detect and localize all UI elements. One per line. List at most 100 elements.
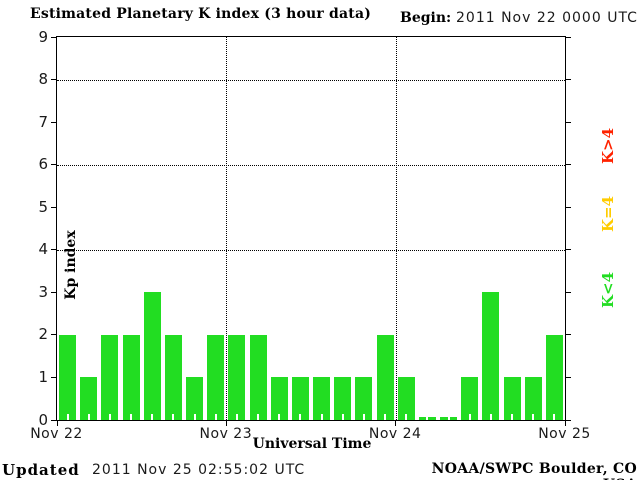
y-tick-label: 2 xyxy=(38,325,48,344)
gridline-kp-4 xyxy=(57,249,565,251)
day-boundary-line xyxy=(395,37,397,420)
y-tick xyxy=(565,36,571,38)
y-tick-label: 3 xyxy=(38,282,48,301)
y-tick xyxy=(565,419,571,421)
three-hour-tick xyxy=(214,414,217,420)
gridline-kp-6 xyxy=(57,164,565,166)
three-hour-tick xyxy=(66,414,69,420)
x-axis-title: Universal Time xyxy=(252,436,372,452)
y-tick xyxy=(565,334,571,336)
y-tick xyxy=(565,79,571,81)
source-credit: NOAA/SWPC Boulder, CO USA xyxy=(431,461,637,480)
three-hour-tick xyxy=(384,414,387,420)
three-hour-tick xyxy=(405,414,408,420)
y-tick xyxy=(565,121,571,123)
y-tick xyxy=(51,291,57,293)
kp-bar xyxy=(545,334,563,420)
y-tick xyxy=(565,164,571,166)
kp-bar xyxy=(397,377,415,420)
kp-bar xyxy=(186,377,204,420)
three-hour-tick xyxy=(447,414,450,420)
begin-datetime: 2011 Nov 22 0000 UTC xyxy=(456,10,638,26)
three-hour-tick xyxy=(108,414,111,420)
y-tick xyxy=(51,206,57,208)
three-hour-tick xyxy=(299,414,302,420)
x-day-tick xyxy=(395,421,397,426)
kp-bar xyxy=(482,292,500,420)
y-tick-label: 8 xyxy=(38,70,48,89)
kp-bar xyxy=(355,377,373,420)
kp-bar xyxy=(524,377,542,420)
three-hour-tick xyxy=(257,414,260,420)
three-hour-tick xyxy=(193,414,196,420)
plot-area: Kp index xyxy=(56,36,566,421)
three-hour-tick xyxy=(278,414,281,420)
kp-bar xyxy=(164,334,182,420)
y-axis-title: Kp index xyxy=(63,230,79,300)
three-hour-tick xyxy=(553,414,556,420)
y-tick-label: 5 xyxy=(38,197,48,216)
three-hour-tick xyxy=(426,414,429,420)
kp-bar xyxy=(334,377,352,420)
y-tick xyxy=(51,36,57,38)
y-tick xyxy=(51,334,57,336)
kp-bar xyxy=(207,334,225,420)
three-hour-tick xyxy=(362,414,365,420)
y-tick-label: 4 xyxy=(38,240,48,259)
day-boundary-line xyxy=(226,37,228,420)
legend-label-0: K>4 xyxy=(599,127,617,165)
kp-bar xyxy=(291,377,309,420)
updated-datetime: 2011 Nov 25 02:55:02 UTC xyxy=(92,462,306,478)
y-tick-label: 6 xyxy=(38,155,48,174)
x-day-tick xyxy=(225,421,227,426)
kp-bar xyxy=(270,377,288,420)
updated-label: Updated xyxy=(2,461,80,479)
y-tick xyxy=(51,419,57,421)
kp-bar xyxy=(503,377,521,420)
gridline-kp-8 xyxy=(57,79,565,81)
kp-bar xyxy=(228,334,246,420)
begin-label: Begin: xyxy=(400,10,452,26)
three-hour-tick xyxy=(130,414,133,420)
x-tick-label: Nov 23 xyxy=(199,426,253,442)
y-tick-label: 1 xyxy=(38,367,48,386)
chart-title: Estimated Planetary K index (3 hour data… xyxy=(30,6,372,22)
three-hour-tick xyxy=(151,414,154,420)
three-hour-tick xyxy=(172,414,175,420)
y-tick xyxy=(51,249,57,251)
y-tick-label: 9 xyxy=(38,27,48,46)
three-hour-tick xyxy=(320,414,323,420)
y-tick xyxy=(51,121,57,123)
x-day-tick xyxy=(564,421,566,426)
kp-bar xyxy=(122,334,140,420)
legend-label-2: K<4 xyxy=(599,271,617,309)
three-hour-tick xyxy=(87,414,90,420)
y-tick xyxy=(51,376,57,378)
x-tick-label: Nov 24 xyxy=(368,426,422,442)
x-day-tick xyxy=(56,421,58,426)
legend-label-1: K=4 xyxy=(599,195,617,233)
kp-bar xyxy=(80,377,98,420)
y-tick xyxy=(565,206,571,208)
kp-bar xyxy=(461,377,479,420)
y-tick-label: 0 xyxy=(38,410,48,429)
three-hour-tick xyxy=(532,414,535,420)
x-tick-label: Nov 22 xyxy=(30,426,83,442)
y-tick xyxy=(565,376,571,378)
kp-bar xyxy=(59,334,77,420)
kp-bar xyxy=(313,377,331,420)
three-hour-tick xyxy=(341,414,344,420)
y-tick-label: 7 xyxy=(38,112,48,131)
y-tick xyxy=(565,249,571,251)
kp-bar xyxy=(376,334,394,420)
three-hour-tick xyxy=(511,414,514,420)
kp-bar xyxy=(143,292,161,420)
three-hour-tick xyxy=(468,414,471,420)
kp-bar xyxy=(101,334,119,420)
x-tick-label: Nov 25 xyxy=(538,426,591,442)
y-tick xyxy=(565,291,571,293)
y-tick xyxy=(51,79,57,81)
y-tick xyxy=(51,164,57,166)
three-hour-tick xyxy=(235,414,238,420)
